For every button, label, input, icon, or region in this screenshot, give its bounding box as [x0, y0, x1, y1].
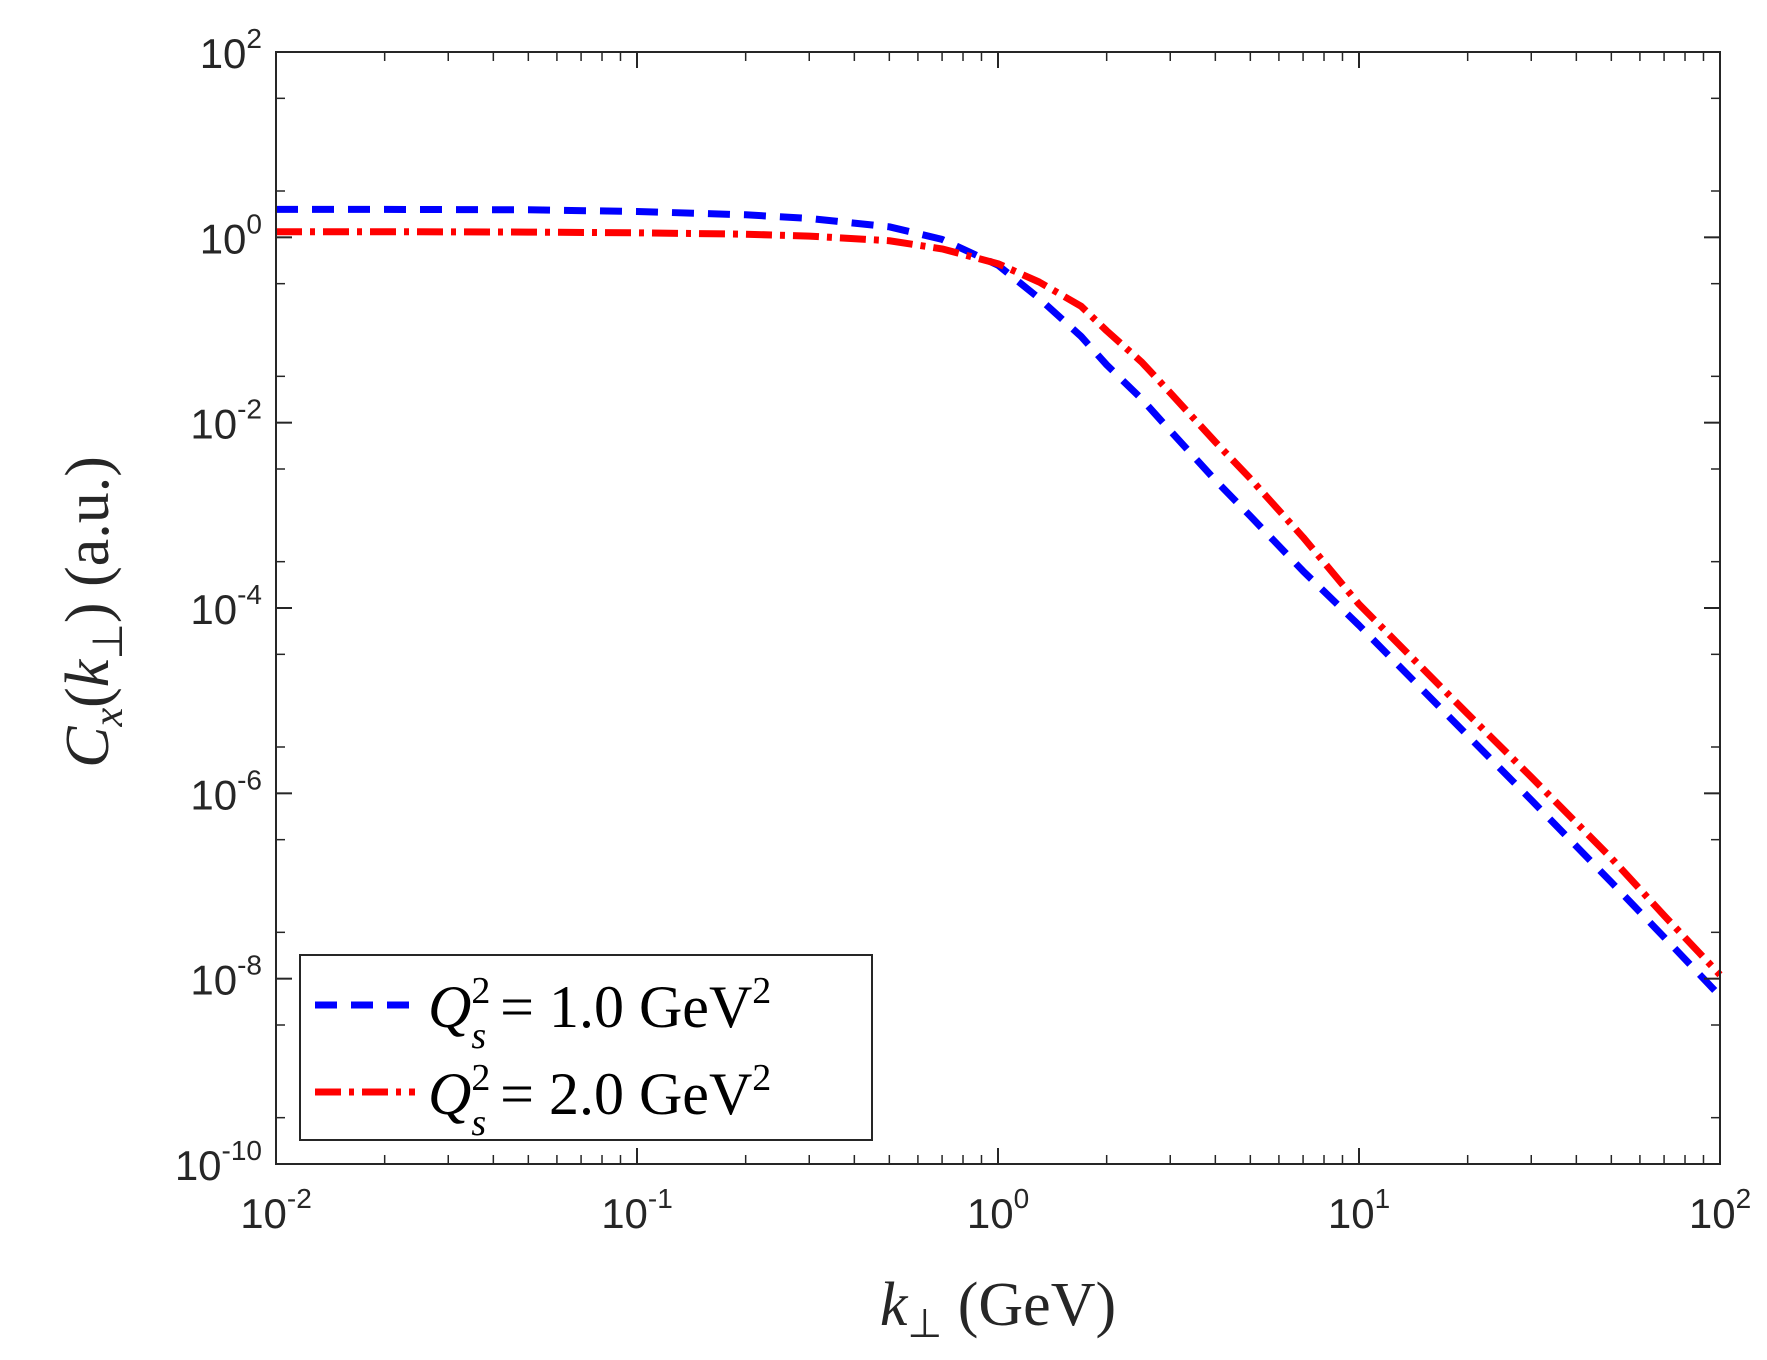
- series-line-2: [276, 228, 1723, 978]
- y-tick-label: 10-8: [190, 950, 262, 1004]
- y-tick-label: 10-10: [175, 1135, 262, 1189]
- y-tick-label: 10-6: [190, 764, 262, 818]
- series-layer: [276, 205, 1723, 999]
- y-tick-label: 100: [200, 208, 262, 262]
- x-tick-label: 101: [1328, 1183, 1390, 1237]
- legend: Q2 s = 1.0 GeV2 Q2 s = 2.0 GeV2: [299, 954, 873, 1144]
- plot-frame: [275, 51, 1721, 1165]
- series-line-1: [276, 205, 1723, 999]
- x-tick-label: 102: [1689, 1183, 1751, 1237]
- minor-ticks: [276, 52, 1720, 1164]
- x-tick-label: 10-1: [601, 1183, 673, 1237]
- legend-label-series-1: Q2 s = 1.0 GeV2: [428, 970, 771, 1057]
- y-tick-label: 10-2: [190, 394, 262, 448]
- y-tick-label: 102: [200, 23, 262, 77]
- x-tick-label: 10-2: [240, 1183, 312, 1237]
- y-tick-label: 10-4: [190, 579, 262, 633]
- x-tick-label: 100: [967, 1183, 1029, 1237]
- legend-label-series-2: Q2 s = 2.0 GeV2: [428, 1057, 771, 1144]
- x-tick-labels: 10-2 10-1 100 101 102: [240, 1183, 1751, 1237]
- x-axis-label: k⊥ (GeV): [880, 1271, 1116, 1346]
- legend-box: [299, 954, 873, 1141]
- y-axis-label: Cx(k⊥) (a.u.): [54, 456, 132, 768]
- y-tick-labels: 10-10 10-8 10-6 10-4 10-2 100 102: [175, 23, 262, 1189]
